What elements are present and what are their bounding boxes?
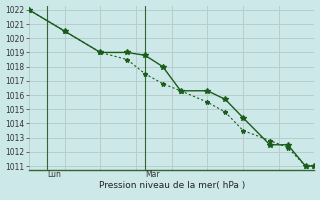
Text: Lun: Lun [47,170,61,179]
Text: Mar: Mar [145,170,160,179]
X-axis label: Pression niveau de la mer( hPa ): Pression niveau de la mer( hPa ) [99,181,245,190]
